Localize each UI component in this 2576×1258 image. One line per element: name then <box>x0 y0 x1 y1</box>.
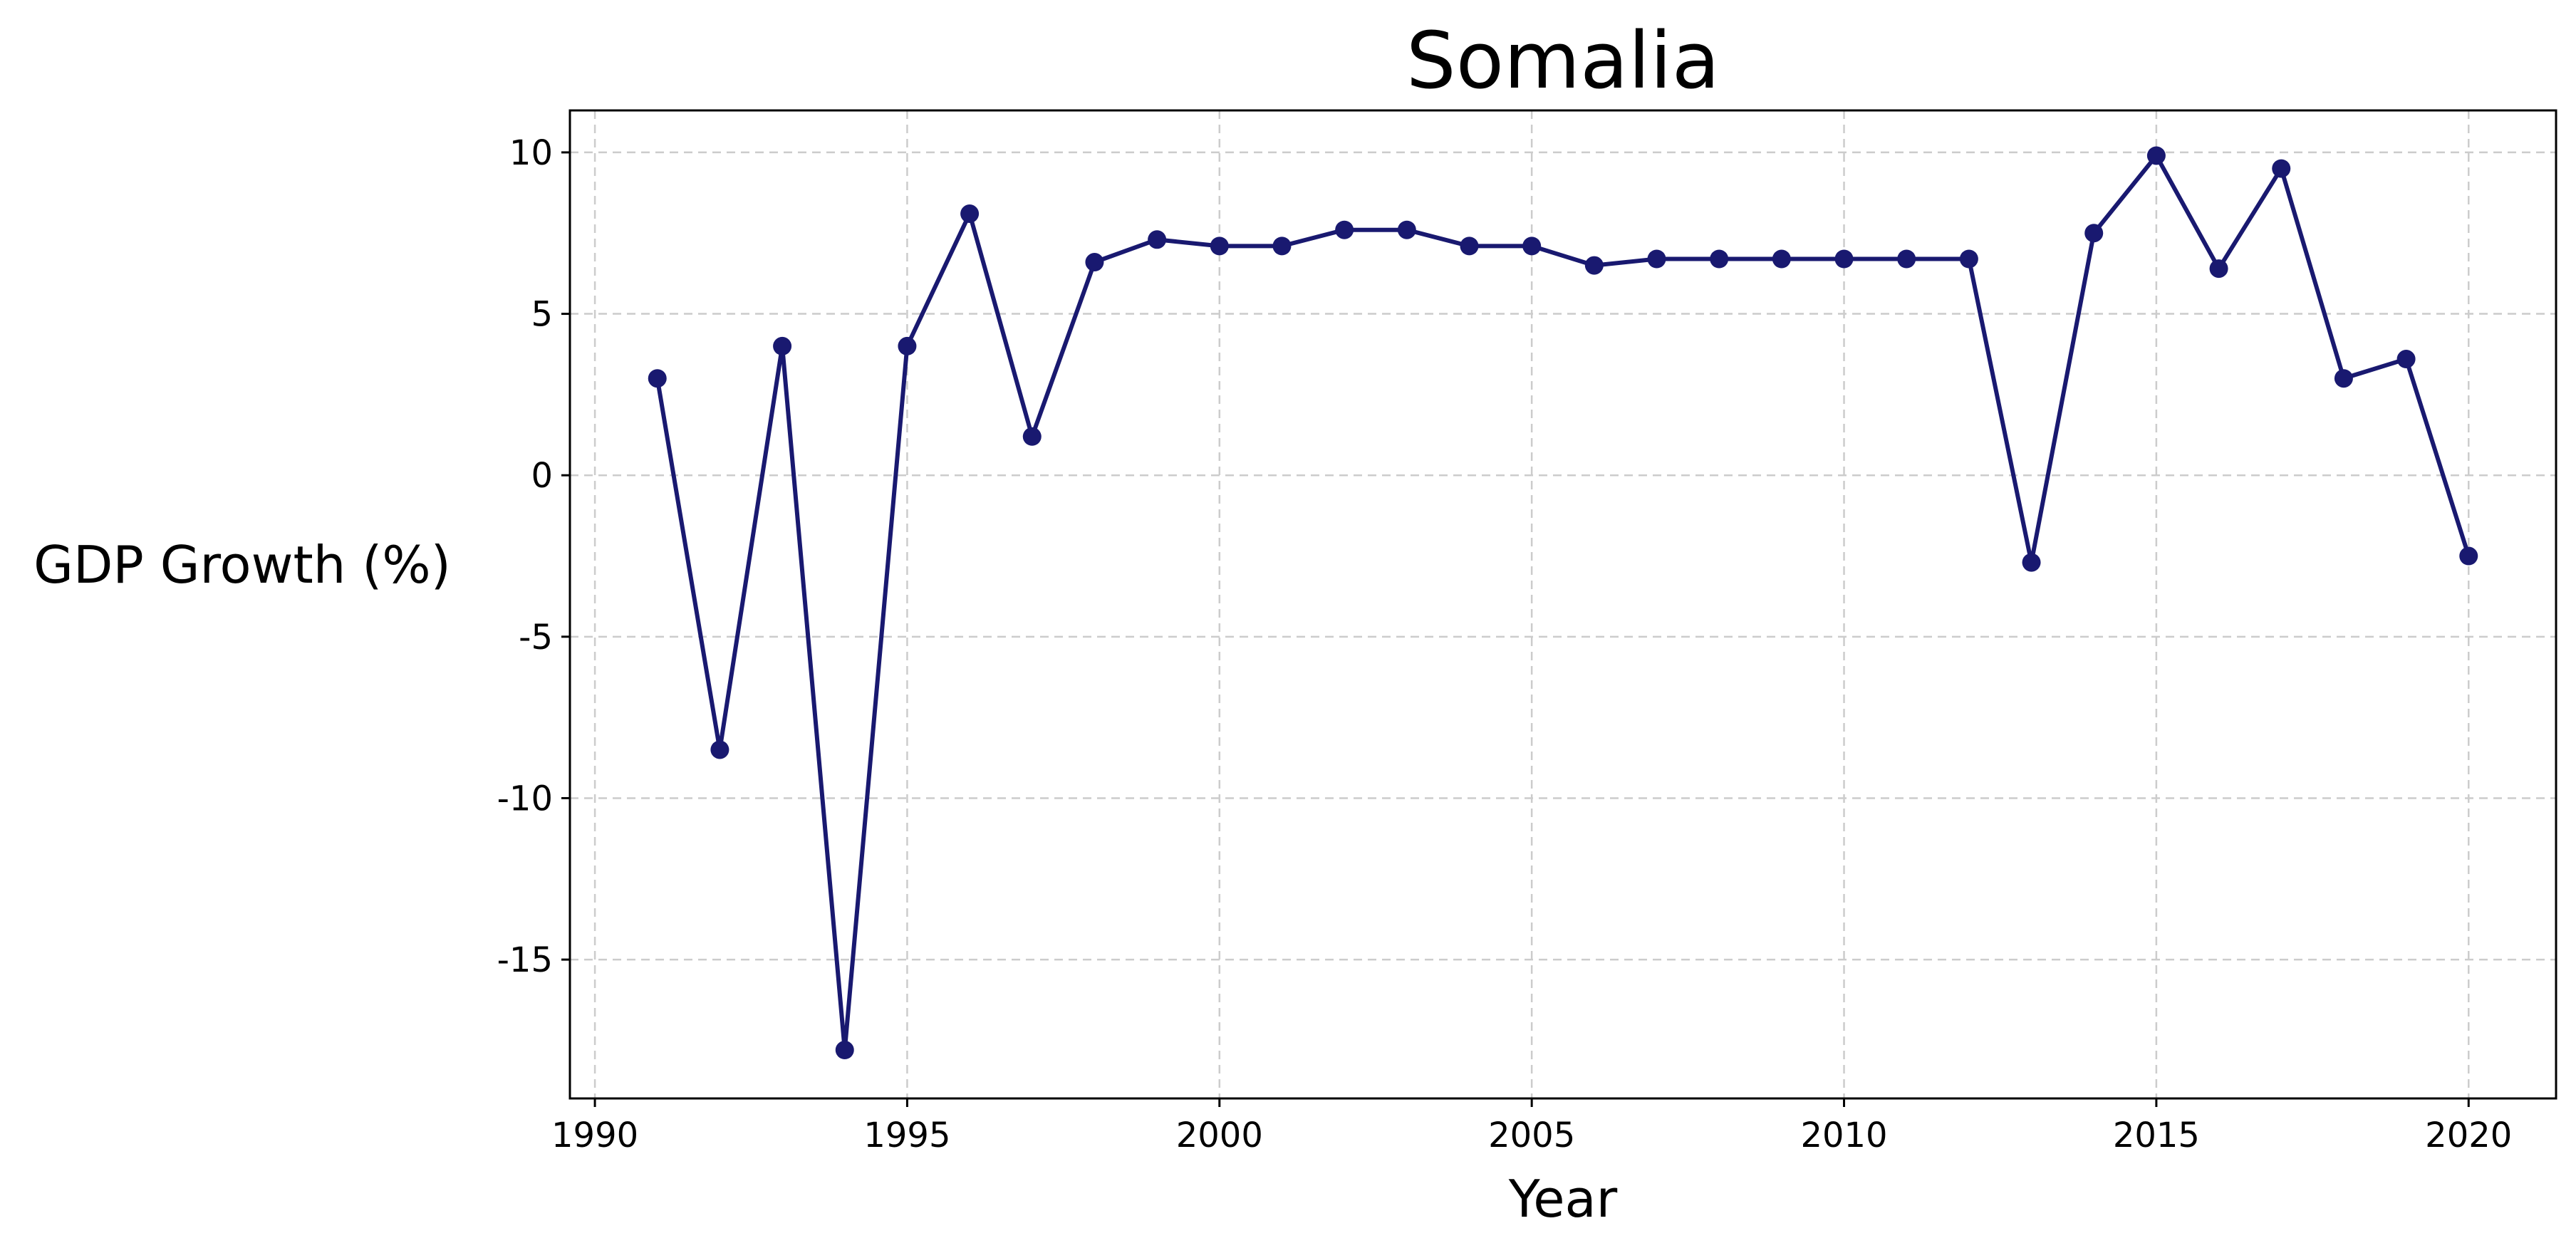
x-tick-label: 2015 <box>2113 1116 2200 1155</box>
data-point <box>2146 146 2166 165</box>
y-tick-label: -15 <box>497 940 553 980</box>
data-point <box>1772 249 1791 269</box>
data-point <box>1959 249 1978 269</box>
y-tick-label: 5 <box>531 295 553 335</box>
x-tick-label: 2005 <box>1488 1116 1575 1155</box>
data-point <box>1522 236 1542 256</box>
axis-ticks: 1990 1995 2000 2005 2010 2015 2020 10 5 0 -5 -10 -15 <box>497 133 2513 1155</box>
data-point <box>1710 249 1729 269</box>
data-point <box>1022 427 1042 446</box>
x-axis-title: Year <box>1508 1169 1618 1229</box>
data-point <box>1272 236 1292 256</box>
data-point <box>1210 236 1229 256</box>
data-point <box>1148 230 1167 249</box>
chart-title: Somalia <box>1406 15 1720 106</box>
data-point <box>1584 256 1604 275</box>
data-point <box>2272 159 2291 178</box>
data-point <box>773 336 792 355</box>
y-tick-label: 10 <box>509 133 553 173</box>
data-point <box>2022 553 2041 572</box>
data-point <box>1085 253 1104 272</box>
data-point <box>2209 259 2228 279</box>
data-point <box>2459 546 2478 566</box>
data-point <box>898 336 917 355</box>
series <box>648 146 2478 1060</box>
data-point <box>1397 220 1416 239</box>
series-line <box>655 153 2471 1052</box>
data-point <box>1834 249 1854 269</box>
data-point <box>710 740 729 759</box>
y-tick-label: -5 <box>519 618 553 657</box>
data-point <box>648 369 667 388</box>
x-tick-label: 1995 <box>863 1116 950 1155</box>
data-point <box>960 204 980 224</box>
x-tick-label: 1990 <box>551 1116 638 1155</box>
data-point <box>2396 350 2416 369</box>
grid <box>570 110 2556 1098</box>
x-tick-label: 2020 <box>2425 1116 2512 1155</box>
plot-frame <box>568 109 2557 1100</box>
data-point <box>2084 224 2104 243</box>
data-point <box>835 1041 854 1060</box>
x-tick-label: 2010 <box>1800 1116 1887 1155</box>
data-point <box>1335 220 1354 239</box>
data-point <box>2334 369 2353 388</box>
y-tick-label: 0 <box>531 456 553 496</box>
x-tick-label: 2000 <box>1176 1116 1263 1155</box>
y-axis-title: GDP Growth (%) <box>33 535 451 595</box>
data-point <box>1647 249 1666 269</box>
data-point <box>1460 236 1479 256</box>
data-point <box>1897 249 1916 269</box>
y-tick-label: -10 <box>497 779 553 818</box>
